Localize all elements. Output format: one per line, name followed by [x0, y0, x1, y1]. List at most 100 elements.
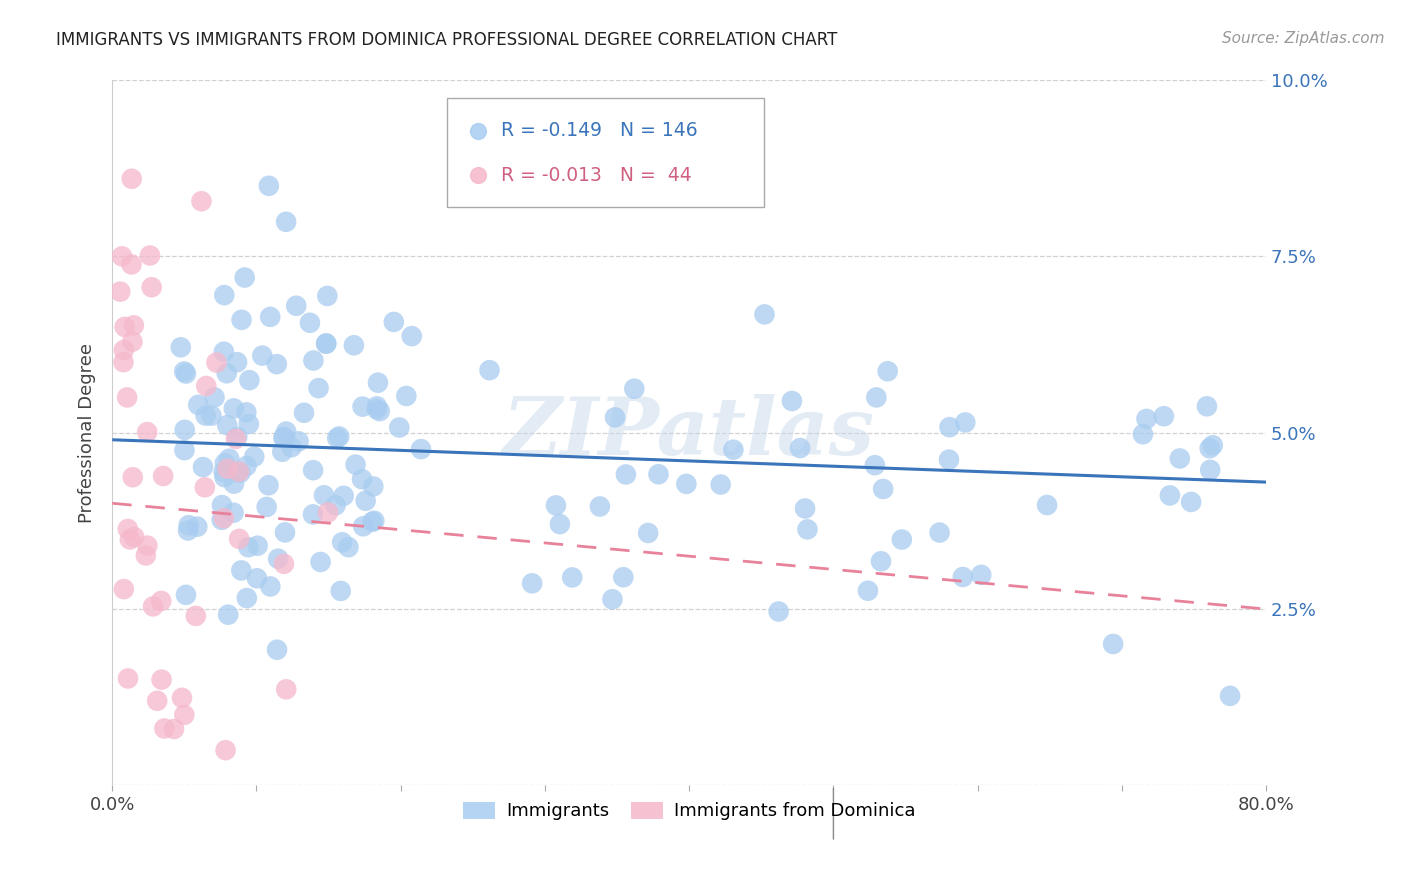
Point: [302, 463, 325, 477]
Point: [287, 434, 309, 449]
Point: [285, 299, 308, 313]
Point: [1135, 412, 1157, 426]
Point: [139, 248, 162, 262]
Point: [163, 722, 186, 736]
Point: [214, 288, 236, 302]
Point: [217, 418, 239, 433]
Point: [243, 450, 266, 464]
Point: [315, 336, 337, 351]
Point: [124, 530, 146, 544]
Point: [118, 533, 141, 547]
Point: [409, 442, 432, 457]
Point: [368, 404, 391, 418]
Point: [205, 355, 228, 369]
Point: [222, 476, 245, 491]
Point: [217, 462, 239, 476]
Point: [1199, 463, 1222, 477]
Point: [225, 432, 247, 446]
Point: [1168, 451, 1191, 466]
Point: [302, 508, 325, 522]
Point: [141, 280, 163, 294]
Point: [675, 477, 697, 491]
Point: [363, 514, 385, 528]
Point: [1132, 427, 1154, 442]
Point: [603, 410, 626, 425]
Point: [228, 532, 250, 546]
Point: [173, 443, 195, 458]
Point: [194, 409, 217, 423]
Point: [121, 171, 143, 186]
Point: [309, 555, 332, 569]
Point: [256, 500, 278, 514]
Point: [174, 588, 197, 602]
Point: [231, 313, 253, 327]
Point: [233, 270, 256, 285]
Point: [222, 401, 245, 416]
Point: [112, 355, 135, 369]
Point: [170, 690, 193, 705]
Point: [363, 479, 385, 493]
Y-axis label: Professional Degree: Professional Degree: [79, 343, 96, 523]
Point: [352, 519, 374, 533]
Point: [136, 425, 159, 439]
Point: [1180, 495, 1202, 509]
Point: [544, 499, 567, 513]
Text: IMMIGRANTS VS IMMIGRANTS FROM DOMINICA PROFESSIONAL DEGREE CORRELATION CHART: IMMIGRANTS VS IMMIGRANTS FROM DOMINICA P…: [56, 31, 838, 49]
Point: [274, 215, 297, 229]
Point: [316, 506, 339, 520]
Point: [238, 417, 260, 431]
Point: [238, 540, 260, 554]
Point: [204, 391, 226, 405]
Point: [231, 564, 253, 578]
Point: [326, 431, 349, 445]
Point: [114, 319, 136, 334]
Point: [226, 355, 249, 369]
Point: [150, 673, 173, 687]
Point: [218, 451, 240, 466]
Point: [184, 608, 207, 623]
Point: [796, 522, 818, 536]
Point: [1195, 399, 1218, 413]
Point: [350, 472, 373, 486]
Point: [122, 318, 145, 333]
Point: [401, 329, 423, 343]
Point: [142, 599, 165, 614]
Point: [361, 515, 384, 529]
Text: R = -0.013   N =  44: R = -0.013 N = 44: [501, 166, 692, 185]
Point: [602, 592, 624, 607]
Point: [308, 381, 330, 395]
Point: [186, 519, 208, 533]
Point: [214, 743, 236, 757]
Point: [214, 456, 236, 470]
Point: [266, 357, 288, 371]
Point: [257, 478, 280, 492]
Point: [200, 409, 222, 423]
Point: [252, 349, 274, 363]
Point: [271, 444, 294, 458]
Point: [236, 591, 259, 605]
Point: [173, 423, 195, 437]
Point: [246, 539, 269, 553]
Point: [1202, 438, 1225, 452]
Point: [723, 442, 745, 457]
Point: [478, 363, 501, 377]
Point: [267, 551, 290, 566]
Point: [876, 364, 898, 378]
Text: ZIPatlas: ZIPatlas: [503, 394, 876, 472]
Point: [928, 525, 950, 540]
Point: [273, 430, 295, 444]
Point: [955, 416, 977, 430]
Point: [212, 344, 235, 359]
Point: [952, 570, 974, 584]
Point: [177, 524, 200, 538]
Point: [115, 391, 138, 405]
Point: [222, 506, 245, 520]
Point: [520, 576, 543, 591]
Point: [246, 571, 269, 585]
Point: [754, 307, 776, 321]
Point: [623, 382, 645, 396]
Point: [136, 539, 159, 553]
Point: [870, 554, 893, 568]
Point: [259, 310, 281, 324]
Point: [768, 605, 790, 619]
